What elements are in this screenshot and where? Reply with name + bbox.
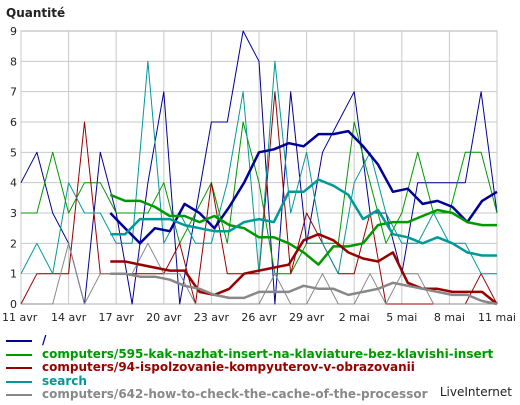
legend-item: / bbox=[4, 333, 516, 348]
legend-label: / bbox=[42, 333, 47, 347]
series-line bbox=[21, 242, 497, 305]
x-tick-label: 8 mai bbox=[434, 311, 465, 324]
x-tick-label: 29 avr bbox=[289, 311, 325, 324]
y-tick-label: 3 bbox=[10, 207, 17, 220]
x-tick-label: 26 avr bbox=[241, 311, 277, 324]
legend-label: computers/595-kak-nazhat-insert-na-klavi… bbox=[42, 346, 494, 361]
series-line bbox=[110, 232, 498, 305]
x-tick-label: 14 avr bbox=[51, 311, 87, 324]
legend-swatch bbox=[6, 340, 32, 342]
series-line bbox=[109, 193, 497, 266]
legend-item: computers/94-ispolzovanie-kompyuterov-v-… bbox=[4, 360, 516, 375]
x-tick-label: 23 avr bbox=[194, 311, 230, 324]
series-line bbox=[20, 30, 498, 305]
chart-title: Quantité bbox=[6, 6, 65, 20]
y-tick-label: 5 bbox=[10, 146, 17, 159]
legend-swatch bbox=[6, 353, 32, 356]
series-line bbox=[110, 272, 498, 306]
x-tick-label: 11 avr bbox=[2, 311, 38, 324]
y-axis-ticks: 0 1 2 3 4 5 6 7 8 9 bbox=[10, 25, 17, 311]
legend-label: computers/642-how-to-check-the-cache-of-… bbox=[42, 387, 428, 401]
legend-label: search bbox=[42, 373, 87, 388]
y-tick-label: 8 bbox=[10, 55, 17, 68]
y-tick-label: 1 bbox=[10, 268, 17, 281]
legend-swatch bbox=[6, 394, 32, 396]
y-tick-label: 0 bbox=[10, 298, 17, 311]
plot-area bbox=[20, 30, 498, 306]
x-tick-label: 17 avr bbox=[99, 311, 135, 324]
brand-label: LiveInternet bbox=[439, 385, 512, 399]
x-tick-label: 20 avr bbox=[146, 311, 182, 324]
x-tick-label: 2 mai bbox=[339, 311, 370, 324]
legend-item: search bbox=[4, 373, 516, 389]
legend-swatch bbox=[6, 380, 32, 383]
series-line bbox=[21, 121, 498, 275]
y-tick-label: 4 bbox=[10, 177, 17, 190]
chart: Quantité 0 1 2 3 4 5 6 7 8 9 11 avr 14 avr 17 avr 20… bbox=[2, 6, 516, 324]
y-tick-label: 9 bbox=[10, 25, 17, 38]
x-axis-ticks: 11 avr 14 avr 17 avr 20 avr 23 avr 26 avr 29 a… bbox=[2, 311, 516, 324]
legend-label: computers/94-ispolzovanie-kompyuterov-v-… bbox=[42, 360, 415, 374]
y-tick-label: 2 bbox=[10, 237, 17, 250]
legend-item: computers/595-kak-nazhat-insert-na-klavi… bbox=[4, 346, 516, 362]
legend-item: computers/642-how-to-check-the-cache-of-… bbox=[4, 387, 516, 402]
series-line bbox=[110, 178, 497, 257]
legend: / computers/595-kak-nazhat-insert-na-klav… bbox=[4, 333, 516, 402]
y-tick-label: 6 bbox=[10, 116, 17, 129]
x-tick-label: 5 mai bbox=[386, 311, 417, 324]
series-line bbox=[20, 60, 497, 275]
legend-swatch bbox=[6, 367, 32, 369]
x-tick-label: 11 mai bbox=[478, 311, 516, 324]
grid bbox=[20, 30, 498, 305]
y-tick-label: 7 bbox=[10, 86, 17, 99]
